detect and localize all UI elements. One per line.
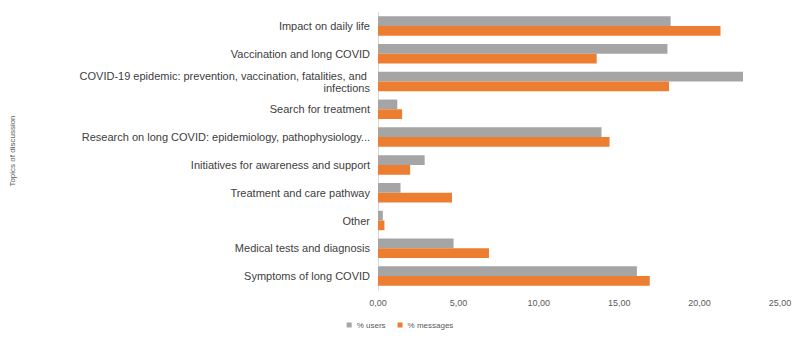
svg-text:Initiatives for awareness and: Initiatives for awareness and support — [191, 159, 370, 171]
svg-text:0,00: 0,00 — [369, 298, 387, 308]
svg-text:10,00: 10,00 — [528, 298, 551, 308]
svg-text:% messages: % messages — [408, 321, 454, 330]
svg-text:20,00: 20,00 — [688, 298, 711, 308]
svg-text:Topics of discussion: Topics of discussion — [8, 115, 17, 186]
svg-text:Research on long COVID: epidem: Research on long COVID: epidemiology, pa… — [82, 131, 370, 143]
svg-text:25,00: 25,00 — [769, 298, 792, 308]
svg-text:Vaccination and long COVID: Vaccination and long COVID — [231, 48, 370, 60]
svg-text:15,00: 15,00 — [608, 298, 631, 308]
svg-text:COVID-19 epidemic: prevention,: COVID-19 epidemic: prevention, vaccinati… — [80, 70, 370, 82]
svg-text:Medical tests and diagnosis: Medical tests and diagnosis — [235, 242, 371, 254]
svg-text:Treatment and care pathway: Treatment and care pathway — [230, 187, 370, 199]
svg-text:Symptoms of long COVID: Symptoms of long COVID — [244, 270, 370, 282]
svg-text:Impact on daily life: Impact on daily life — [279, 20, 370, 32]
svg-text:% users: % users — [357, 321, 386, 330]
svg-text:Other: Other — [342, 215, 370, 227]
svg-text:Search for treatment: Search for treatment — [270, 103, 370, 115]
svg-text:infections: infections — [324, 82, 371, 94]
svg-text:5,00: 5,00 — [450, 298, 468, 308]
